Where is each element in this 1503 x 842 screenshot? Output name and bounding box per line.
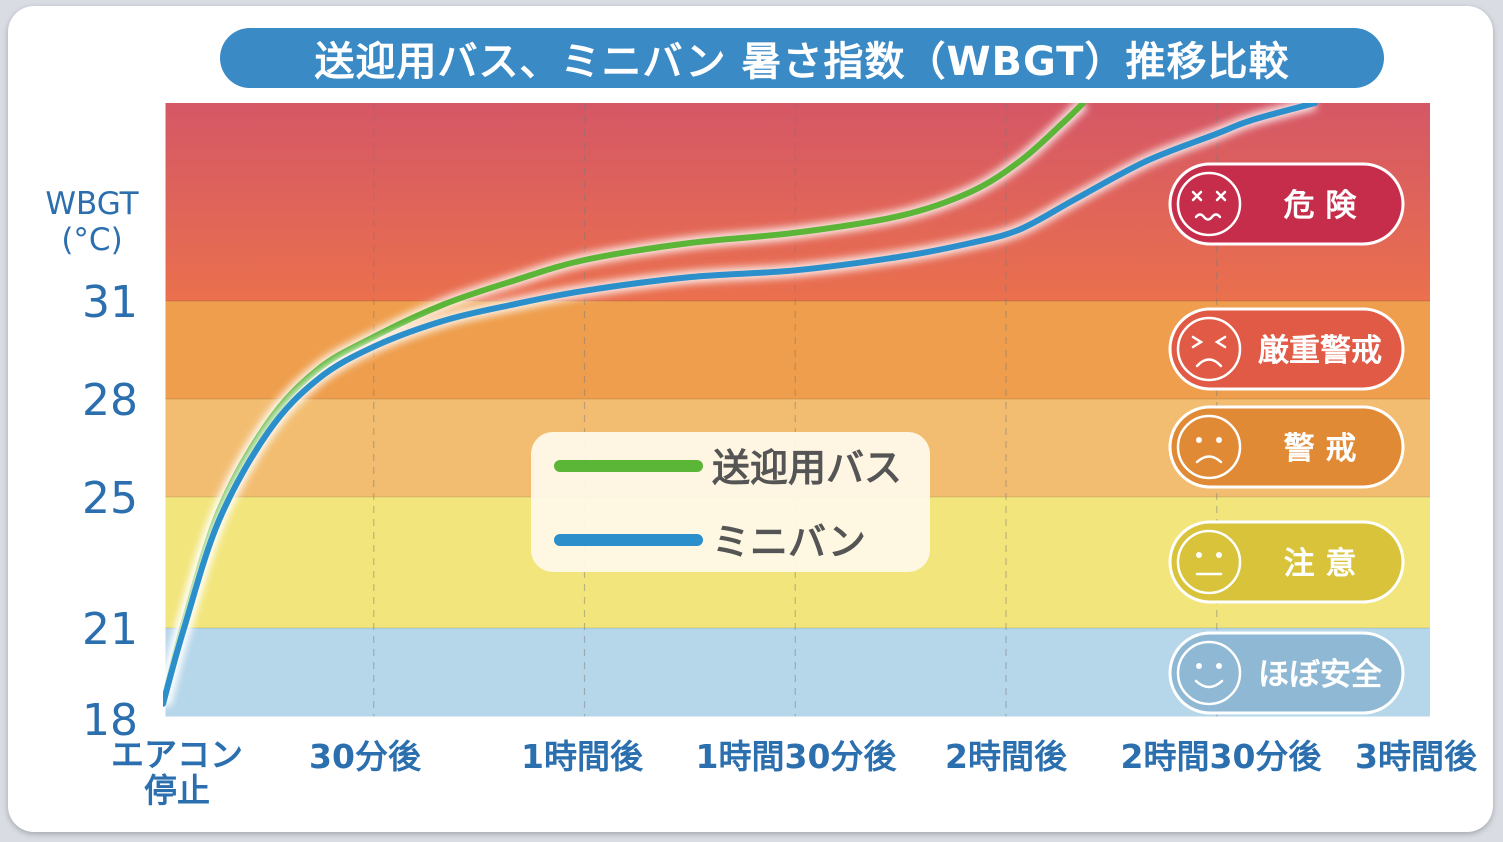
face-icon-severe <box>1176 316 1242 382</box>
xtick-label-6: 3時間後 <box>1355 737 1478 776</box>
badge-safe: ほぼ安全 <box>1168 631 1405 715</box>
badge-bg-warning <box>1168 405 1405 489</box>
series-line-minivan <box>163 103 1319 707</box>
xtick-label-4: 2時間後 <box>945 737 1068 776</box>
y-axis-label-line-2: (°C) <box>61 222 123 258</box>
ytick-label-21: 21 <box>82 604 138 655</box>
badge-label-danger: 危 険 <box>1284 188 1358 224</box>
y-axis-label-line-1: WBGT <box>45 186 139 222</box>
badge-bg-safe <box>1168 631 1405 715</box>
badge-caution: 注 意 <box>1168 520 1405 604</box>
badge-label-safe: ほぼ安全 <box>1258 657 1383 693</box>
xtick-label-3: 1時間30分後 <box>696 737 898 776</box>
legend-label-1: ミニバン <box>712 520 866 564</box>
ytick-label-18: 18 <box>82 695 138 746</box>
badge-warning: 警 戒 <box>1168 405 1405 489</box>
badge-bg-caution <box>1168 520 1405 604</box>
legend-label-0: 送迎用バス <box>712 446 902 490</box>
face-icon-safe <box>1176 640 1242 706</box>
xtick-label-1: 30分後 <box>309 737 422 776</box>
badge-severe: 厳重警戒 <box>1168 307 1405 391</box>
y-axis-label: WBGT (°C) <box>38 186 146 258</box>
xtick-label-0: エアコン停止 <box>111 735 243 810</box>
face-icon-warning <box>1176 414 1242 480</box>
face-icon-danger <box>1176 171 1242 237</box>
series-group <box>163 103 1319 707</box>
badge-bg-severe <box>1168 307 1405 391</box>
xtick-label-2: 1時間後 <box>521 737 644 776</box>
chart-title: 送迎用バス、ミニバン 暑さ指数（WBGT）推移比較 <box>220 28 1384 88</box>
ytick-label-25: 25 <box>82 473 138 524</box>
ytick-label-28: 28 <box>82 375 138 426</box>
face-icon-caution <box>1176 529 1242 595</box>
xtick-label-5: 2時間30分後 <box>1121 737 1323 776</box>
badge-danger: 危 険 <box>1168 162 1405 246</box>
badge-bg-danger <box>1168 162 1405 246</box>
badge-label-warning: 警 戒 <box>1284 431 1357 467</box>
badge-label-severe: 厳重警戒 <box>1258 333 1382 369</box>
badge-label-caution: 注 意 <box>1284 546 1357 582</box>
ytick-label-31: 31 <box>82 277 138 328</box>
